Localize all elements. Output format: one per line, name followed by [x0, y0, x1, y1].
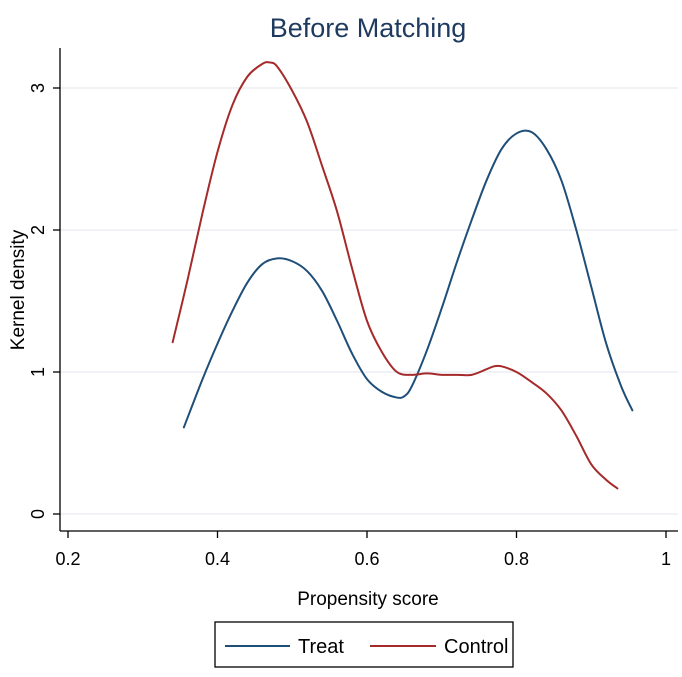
y-tick-label: 0 — [28, 509, 48, 519]
legend-label-treat: Treat — [298, 636, 344, 658]
legend-box — [214, 621, 514, 668]
x-tick-label: 0.4 — [205, 549, 230, 569]
series-line-treat — [182, 129, 634, 429]
x-tick-label: 0.6 — [354, 549, 379, 569]
legend: Treat Control — [214, 621, 514, 668]
x-axis-label: Propensity score — [297, 589, 439, 610]
y-ticks: 0 1 2 3 — [28, 83, 60, 519]
y-tick-label: 2 — [28, 225, 48, 235]
legend-label-control: Control — [444, 636, 508, 658]
y-axis-label: Kernel density — [8, 229, 29, 350]
gridlines — [60, 87, 678, 515]
series-lines — [171, 61, 634, 490]
y-tick-label: 1 — [28, 367, 48, 377]
plot-area — [60, 48, 678, 531]
series-line-control — [171, 61, 619, 490]
x-tick-label: 0.8 — [504, 549, 529, 569]
y-tick-label: 3 — [28, 83, 48, 93]
x-ticks: 0.2 0.4 0.6 0.8 1 — [55, 531, 671, 569]
chart-title: Before Matching — [270, 13, 467, 43]
x-tick-label: 1 — [661, 549, 671, 569]
x-tick-label: 0.2 — [55, 549, 80, 569]
